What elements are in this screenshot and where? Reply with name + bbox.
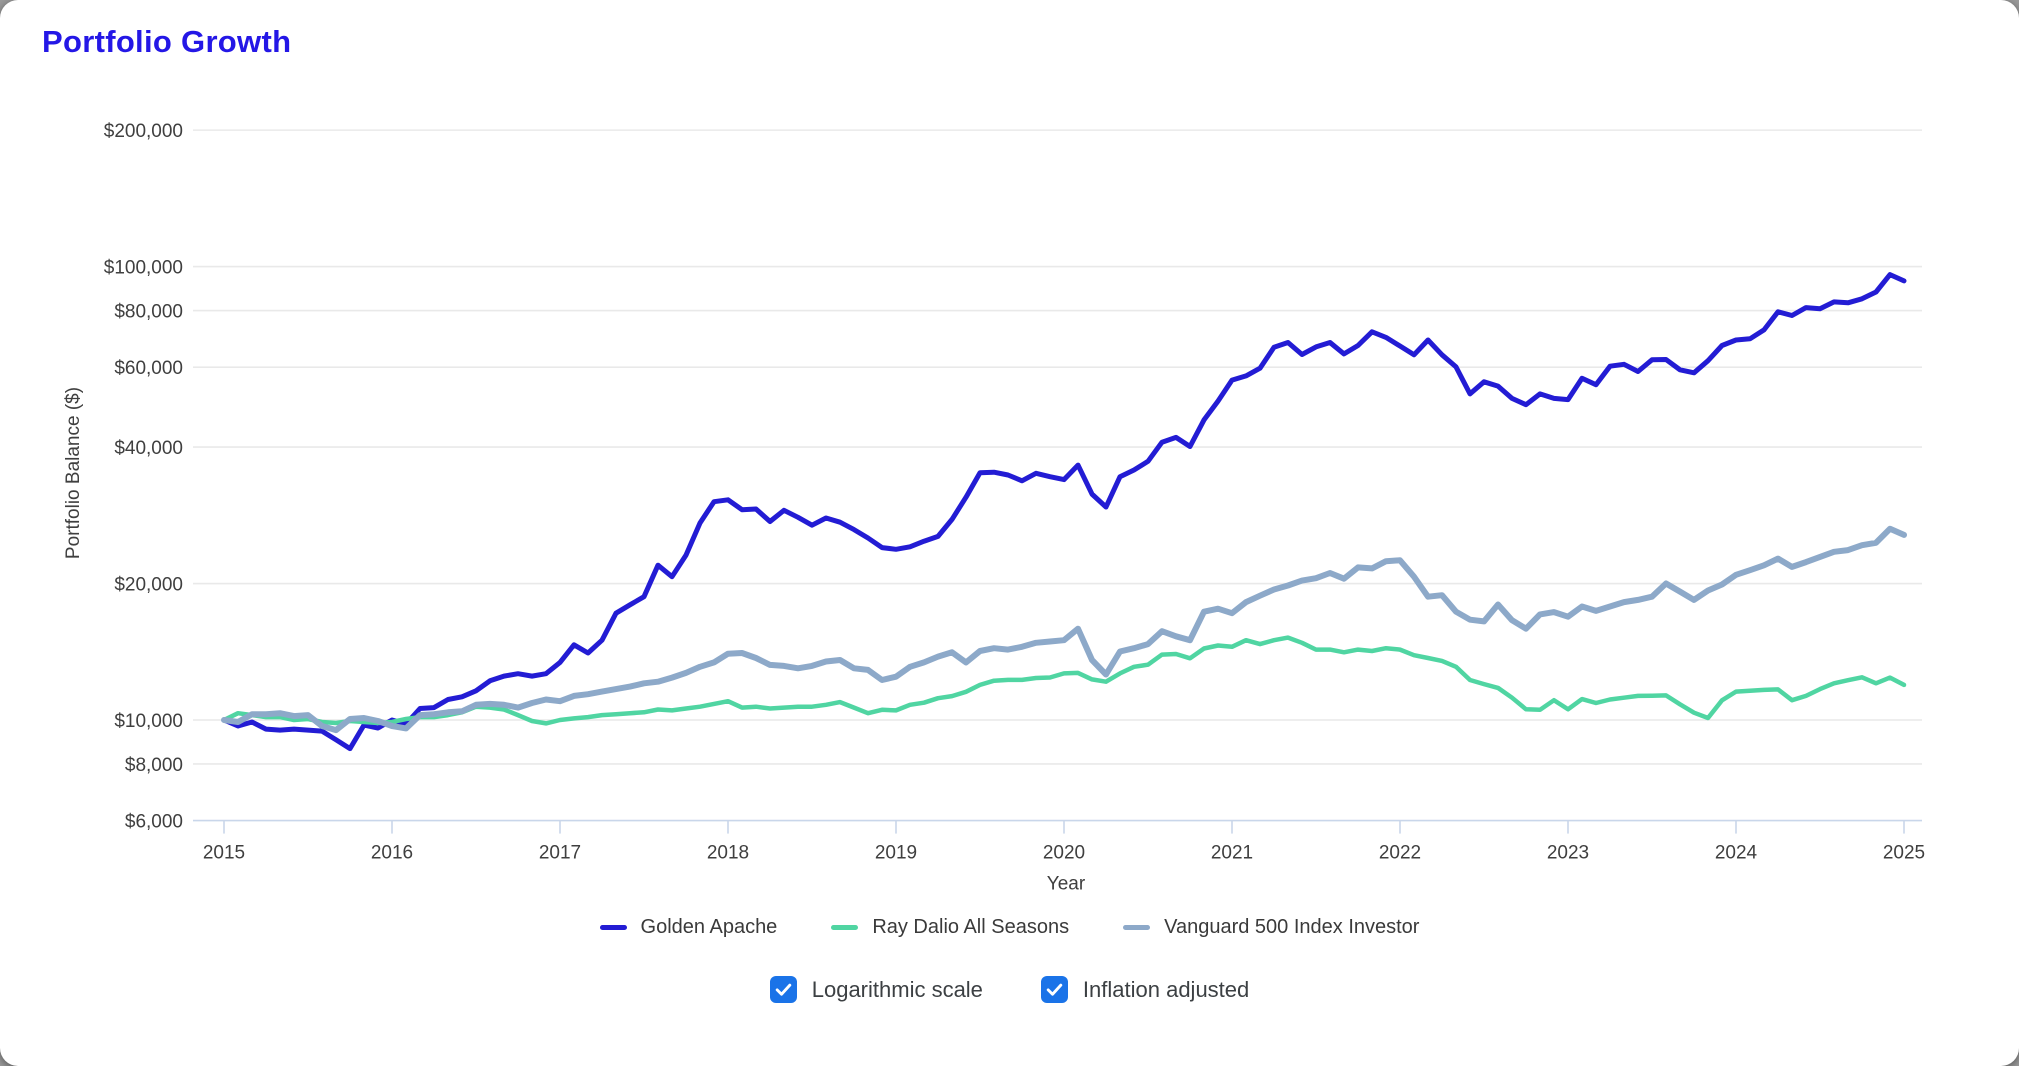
y-tick-label: $6,000 [125, 812, 183, 833]
x-tick-label: 2021 [1211, 843, 1253, 864]
y-tick-label: $20,000 [114, 575, 183, 596]
legend-item-vanguard-500-index-investor[interactable]: Vanguard 500 Index Investor [1123, 916, 1419, 939]
chart-legend: Golden Apache Ray Dalio All Seasons Vangua… [0, 916, 2019, 939]
page-title: Portfolio Growth [42, 24, 292, 59]
x-tick-label: 2023 [1547, 843, 1589, 864]
x-axis-title: Year [1047, 874, 1086, 895]
y-tick-label: $80,000 [114, 302, 183, 323]
y-tick-label: $8,000 [125, 755, 183, 776]
legend-item-golden-apache[interactable]: Golden Apache [599, 916, 778, 939]
checkbox-checked-icon[interactable] [1040, 976, 1068, 1003]
x-tick-label: 2017 [539, 843, 581, 864]
inflation-adjusted-label: Inflation adjusted [1082, 976, 1250, 1002]
y-tick-label: $40,000 [114, 438, 183, 459]
x-tick-label: 2018 [707, 843, 749, 864]
series-line-ray-dalio-all-seasons [221, 635, 1907, 726]
y-tick-label: $200,000 [104, 121, 183, 142]
y-tick-label: $10,000 [114, 711, 183, 732]
x-tick-label: 2019 [875, 843, 917, 864]
inflation-adjusted-checkbox[interactable]: Inflation adjusted [1040, 976, 1250, 1003]
legend-item-ray-dalio-all-seasons[interactable]: Ray Dalio All Seasons [831, 916, 1069, 939]
y-axis-title: Portfolio Balance ($) [63, 387, 84, 559]
legend-label: Golden Apache [640, 916, 778, 938]
y-tick-label: $100,000 [104, 258, 183, 279]
series-line-golden-apache [221, 272, 1907, 752]
checkbox-checked-icon[interactable] [769, 976, 797, 1003]
logarithmic-scale-label: Logarithmic scale [811, 976, 983, 1002]
legend-line-swatch-icon [831, 925, 859, 930]
legend-line-swatch-icon [599, 925, 627, 930]
x-tick-label: 2015 [203, 843, 245, 864]
chart-controls: Logarithmic scale Inflation adjusted [0, 976, 2019, 1003]
legend-label: Ray Dalio All Seasons [872, 916, 1070, 938]
x-tick-label: 2022 [1379, 843, 1421, 864]
series-line-vanguard-500-index-investor [221, 525, 1907, 734]
legend-label: Vanguard 500 Index Investor [1164, 916, 1420, 938]
y-tick-label: $60,000 [114, 358, 183, 379]
logarithmic-scale-checkbox[interactable]: Logarithmic scale [769, 976, 983, 1003]
x-tick-label: 2016 [371, 843, 413, 864]
legend-line-swatch-icon [1123, 925, 1151, 930]
x-tick-label: 2020 [1043, 843, 1085, 864]
x-tick-label: 2024 [1715, 843, 1758, 864]
x-tick-label: 2025 [1883, 843, 1925, 864]
